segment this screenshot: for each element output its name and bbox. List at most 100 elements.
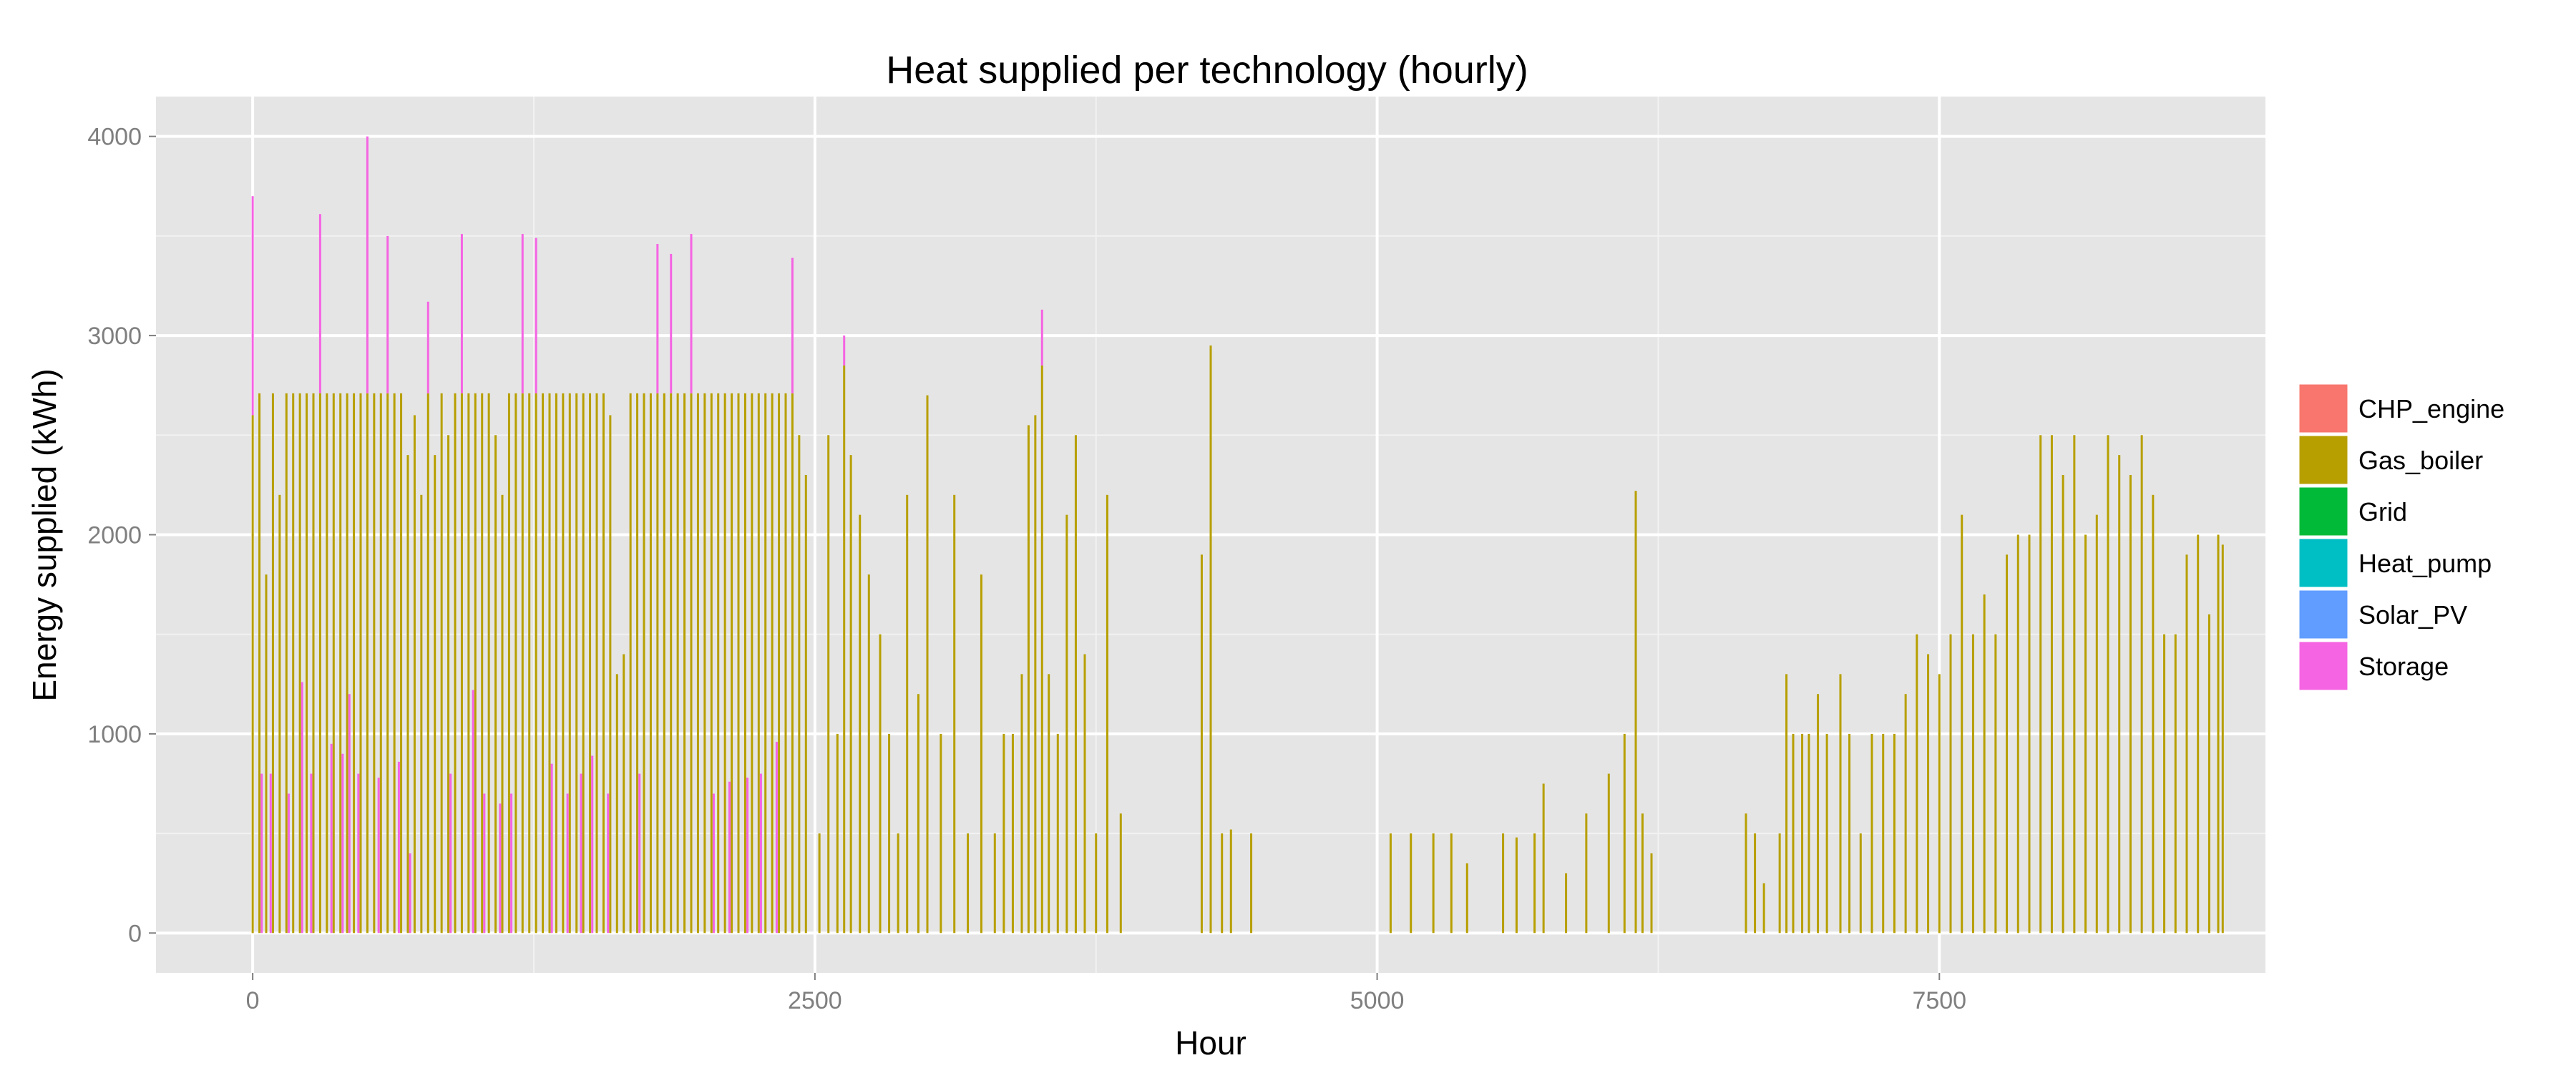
bar-gas-boiler — [751, 393, 753, 934]
bar-storage — [341, 753, 344, 934]
bar-gas-boiler — [1994, 634, 1997, 934]
bar-gas-boiler — [1634, 491, 1637, 934]
y-axis-title: Energy supplied (kWh) — [26, 368, 63, 701]
bar-gas-boiler — [582, 393, 585, 934]
bar-gas-boiler — [548, 393, 551, 934]
legend-label-solar-pv: Solar_PV — [2358, 600, 2467, 629]
bar-gas-boiler — [454, 393, 457, 934]
bar-storage — [775, 742, 778, 934]
bar-gas-boiler — [1221, 833, 1224, 934]
bar-gas-boiler — [521, 393, 524, 934]
bar-gas-boiler — [836, 733, 839, 934]
bar-gas-boiler — [791, 393, 794, 934]
bar-gas-boiler — [420, 494, 423, 934]
bar-gas-boiler — [906, 494, 909, 934]
bar-gas-boiler — [2174, 634, 2177, 934]
bar-gas-boiler — [1200, 554, 1203, 934]
legend: CHP_engine Gas_boiler Grid Heat_pump Solar_P… — [2297, 382, 2504, 692]
bar-gas-boiler — [2221, 544, 2224, 934]
bar-gas-boiler — [2016, 534, 2019, 934]
bar-gas-boiler — [1893, 733, 1896, 934]
bar-gas-boiler — [481, 393, 484, 934]
bar-storage — [449, 773, 452, 934]
bar-gas-boiler — [366, 393, 369, 934]
bar-gas-boiler — [1034, 415, 1037, 934]
bar-gas-boiler — [460, 393, 463, 934]
bar-gas-boiler — [649, 393, 652, 934]
x-tick-label: 2500 — [788, 987, 842, 1014]
bar-gas-boiler — [879, 634, 882, 934]
bar-storage — [638, 773, 641, 934]
bar-gas-boiler — [1754, 833, 1757, 934]
bar-gas-boiler — [656, 393, 659, 934]
bar-gas-boiler — [434, 455, 436, 934]
bar-storage — [510, 793, 513, 934]
bar-gas-boiler — [1083, 654, 1086, 934]
bar-gas-boiler — [292, 393, 295, 934]
bar-storage — [318, 214, 321, 393]
bar-gas-boiler — [2039, 435, 2042, 934]
bar-gas-boiler — [1565, 873, 1568, 934]
bar-gas-boiler — [494, 435, 497, 934]
bar-gas-boiler — [690, 393, 693, 934]
bar-gas-boiler — [1465, 863, 1468, 934]
bar-gas-boiler — [967, 833, 970, 934]
bar-gas-boiler — [1119, 813, 1122, 934]
x-tick-label: 5000 — [1350, 987, 1405, 1014]
legend-swatch-chp-engine — [2297, 382, 2350, 435]
bar-gas-boiler — [1106, 494, 1108, 934]
bar-gas-boiler — [1410, 833, 1413, 934]
bar-gas-boiler — [406, 455, 409, 934]
bar-gas-boiler — [717, 393, 720, 934]
bar-gas-boiler — [743, 393, 746, 934]
bar-gas-boiler — [1983, 594, 1986, 934]
bar-storage — [712, 793, 715, 934]
bar-gas-boiler — [798, 435, 801, 934]
bar-gas-boiler — [1502, 833, 1505, 934]
bar-storage — [426, 301, 429, 393]
bar-gas-boiler — [1848, 733, 1851, 934]
bar-gas-boiler — [1040, 365, 1043, 934]
bar-gas-boiler — [474, 393, 477, 934]
bar-gas-boiler — [636, 393, 639, 934]
bar-gas-boiler — [2084, 534, 2087, 934]
bar-gas-boiler — [285, 393, 288, 934]
bar-gas-boiler — [353, 393, 356, 934]
bar-gas-boiler — [562, 393, 565, 934]
legend-swatch-heat-pump — [2297, 536, 2350, 589]
bar-gas-boiler — [926, 395, 929, 934]
bar-gas-boiler — [589, 393, 592, 934]
bar-gas-boiler — [731, 393, 733, 934]
x-axis: 0 2500 5000 7500 — [246, 973, 1966, 1014]
bar-storage — [521, 234, 524, 393]
bar-gas-boiler — [467, 393, 470, 934]
bar-gas-boiler — [1762, 883, 1765, 934]
bar-gas-boiler — [953, 494, 956, 934]
bar-gas-boiler — [1927, 654, 1930, 934]
bar-gas-boiler — [1641, 813, 1644, 934]
bar-storage — [386, 235, 389, 393]
bar-gas-boiler — [312, 393, 315, 934]
x-tick-label: 0 — [246, 987, 260, 1014]
bar-storage — [1040, 309, 1043, 366]
bar-gas-boiler — [859, 514, 862, 934]
bar-gas-boiler — [1074, 435, 1077, 934]
bar-gas-boiler — [683, 393, 686, 934]
bar-gas-boiler — [1785, 674, 1788, 934]
bar-gas-boiler — [897, 833, 899, 934]
bar-storage — [607, 793, 610, 934]
bar-gas-boiler — [1882, 733, 1885, 934]
bar-gas-boiler — [696, 393, 699, 934]
bar-gas-boiler — [393, 393, 396, 934]
bar-gas-boiler — [2028, 534, 2031, 934]
bar-storage — [301, 682, 303, 934]
bar-storage — [310, 773, 313, 934]
bar-gas-boiler — [373, 393, 376, 934]
bar-gas-boiler — [703, 393, 706, 934]
bar-gas-boiler — [1870, 733, 1873, 934]
bar-gas-boiler — [1839, 674, 1842, 934]
bar-gas-boiler — [507, 393, 510, 934]
legend-label-gas-boiler: Gas_boiler — [2358, 446, 2483, 475]
bar-gas-boiler — [595, 393, 598, 934]
